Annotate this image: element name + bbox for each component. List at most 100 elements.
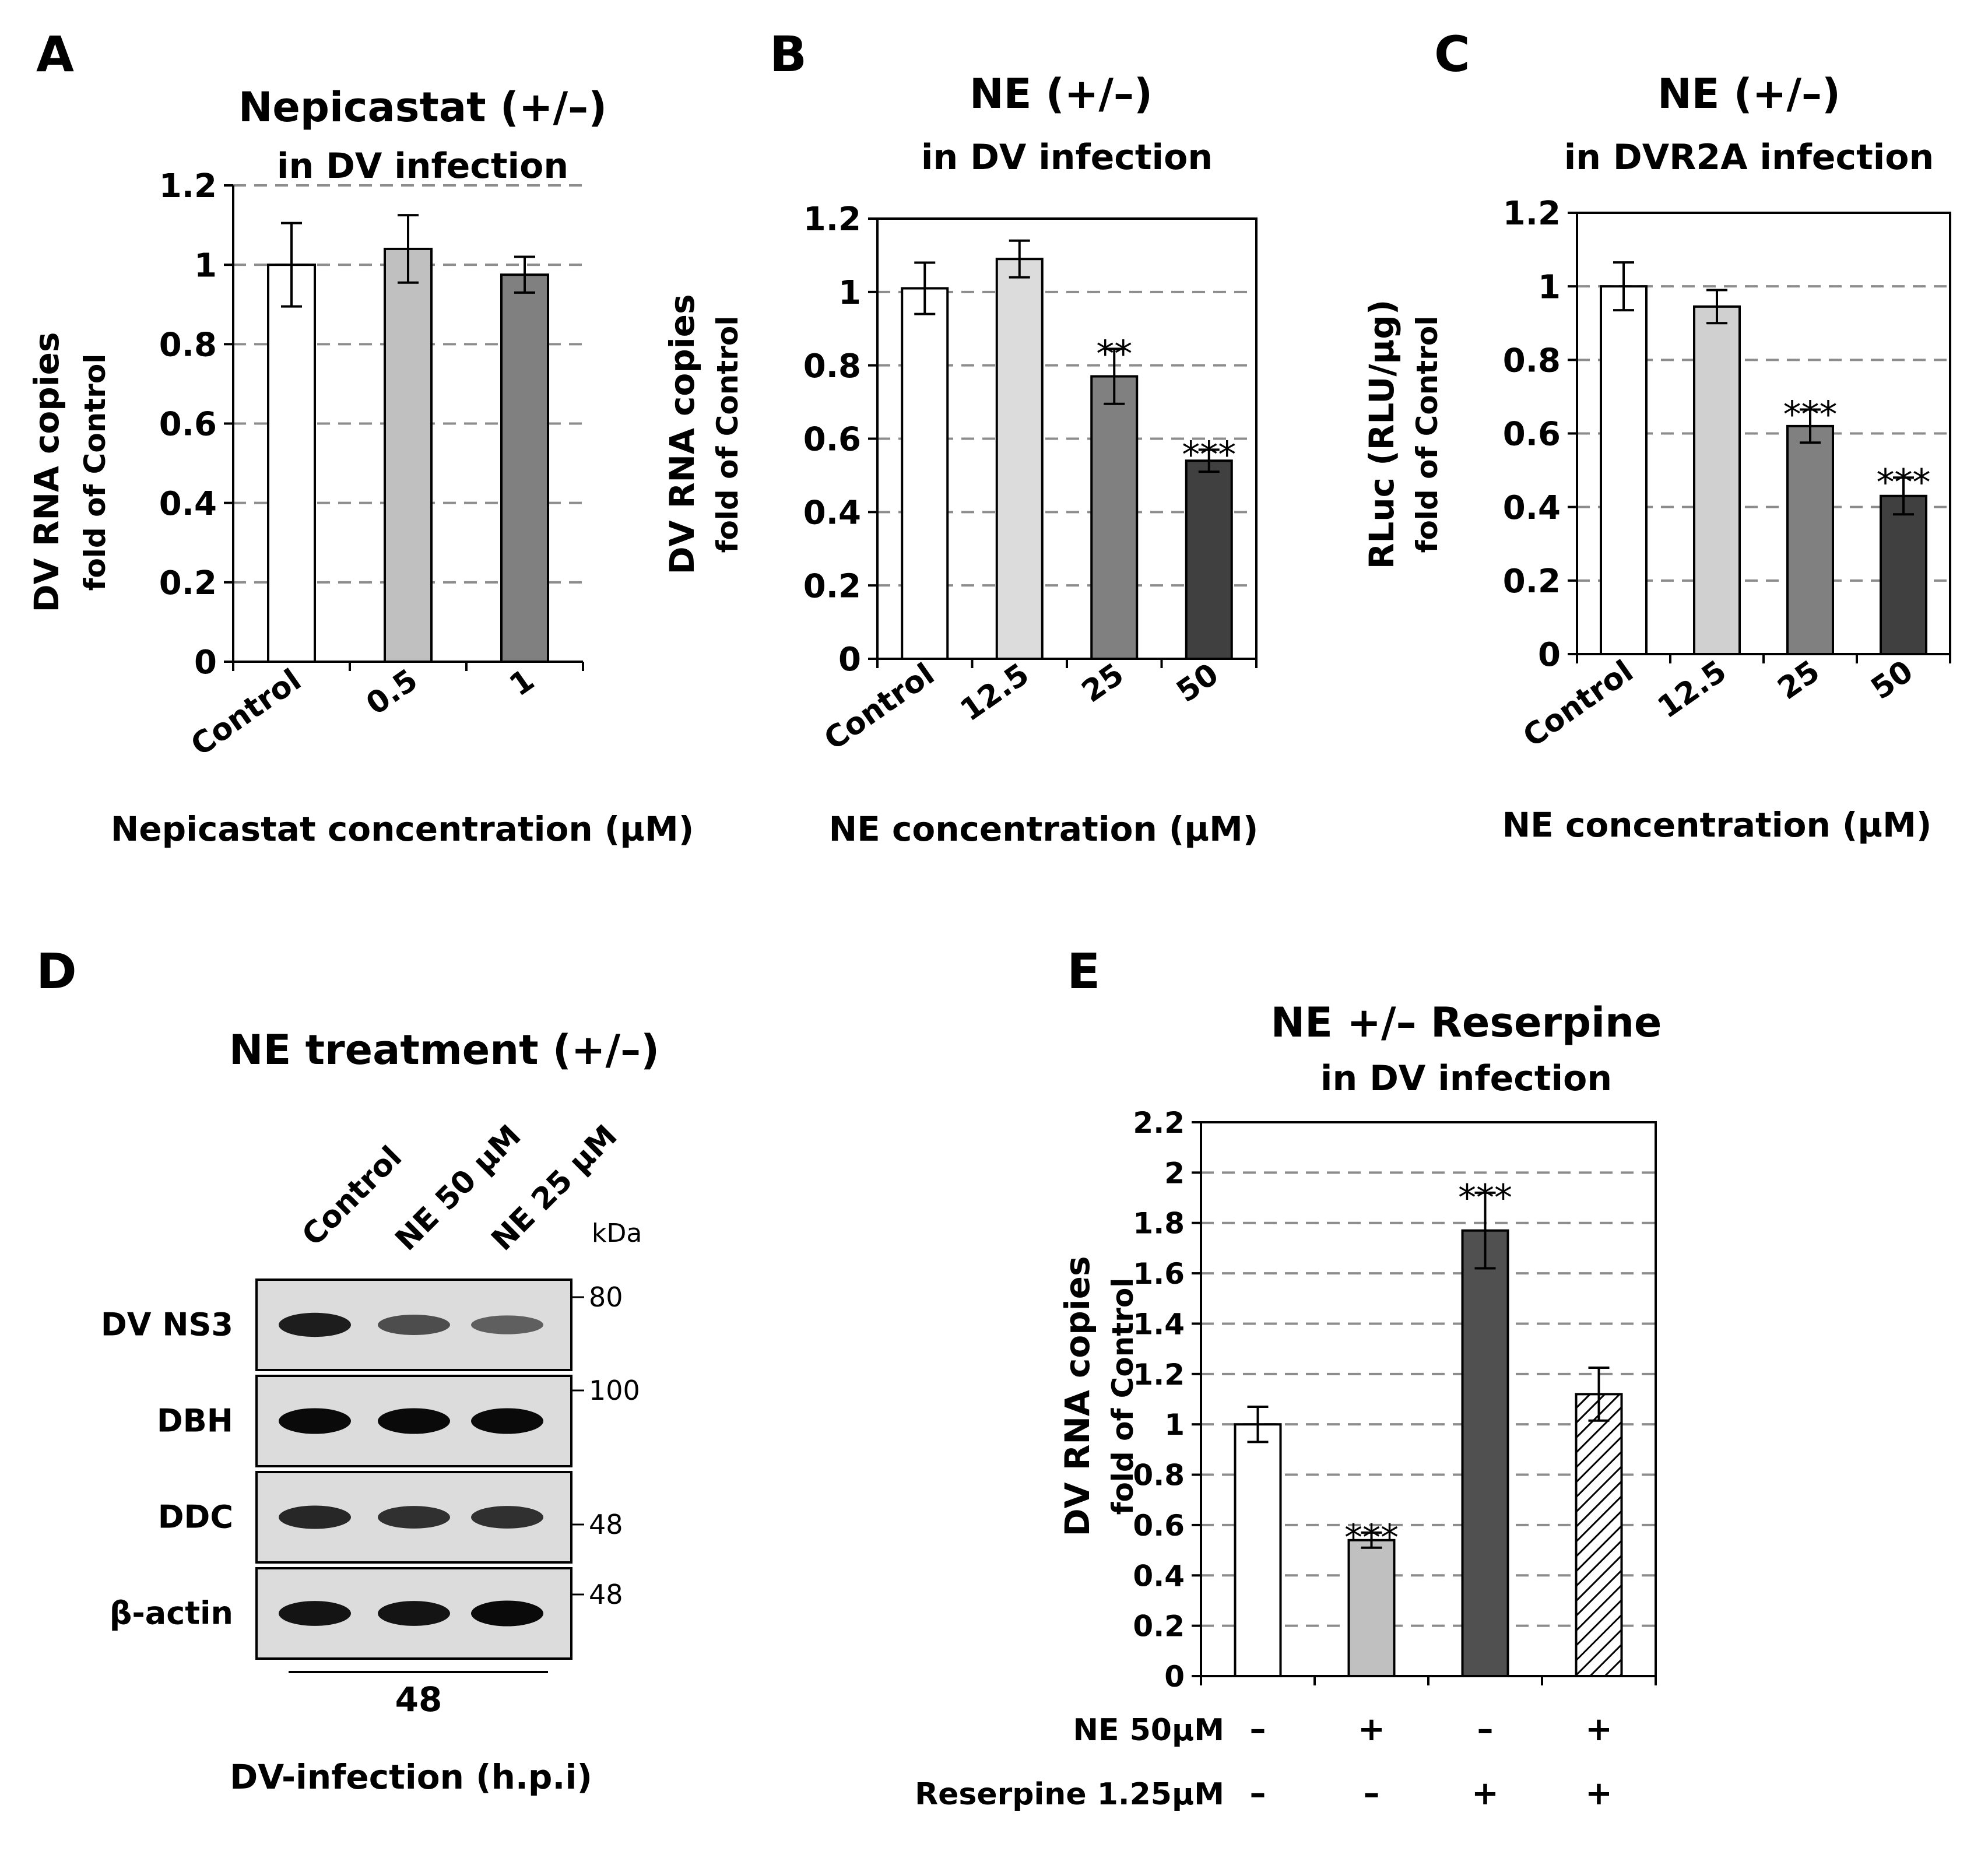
blot-timepoint: 48 <box>395 1680 442 1719</box>
chart-a-category-label: 1 <box>503 662 540 703</box>
chart-a-bar <box>384 247 433 663</box>
chart-e-ytick-label: 1.6 <box>1133 1257 1185 1291</box>
blot-band <box>279 1312 351 1337</box>
chart-b-ytick-label: 0.4 <box>803 494 861 532</box>
chart-e-condition-value: + <box>1585 1710 1613 1748</box>
chart-b-significance: *** <box>1182 433 1236 476</box>
blot-band <box>471 1315 543 1334</box>
chart-b-ytick-label: 1 <box>838 274 861 312</box>
blot-band <box>471 1506 543 1529</box>
chart-c-ytick-label: 0 <box>1538 636 1561 674</box>
chart-e-plot: 0 0.2 0.4 0.6 0.8 1 1.2 1.4 1.6 1.8 2 2.2 *** *** <box>1133 1106 1657 1694</box>
blot-band <box>279 1601 351 1626</box>
blot-kda-label: kDa <box>592 1218 642 1248</box>
chart-e-condition-value: + <box>1471 1775 1499 1813</box>
chart-a: Nepicastat (+/–) in DV infection DV RNA … <box>27 83 694 849</box>
chart-b-title: NE (+/–) <box>970 70 1153 118</box>
chart-e-conditions: NE 50µM – + – +Reserpine 1.25µM – – + + <box>915 1710 1613 1813</box>
chart-e: NE +/– Reserpine in DV infection DV RNA … <box>915 999 1662 1813</box>
blot-band <box>378 1601 450 1626</box>
panel-letter-c: C <box>1434 26 1470 83</box>
chart-b-category-label: Control <box>818 656 941 757</box>
chart-b-ylabel: DV RNA copies <box>662 294 702 575</box>
chart-c-bar <box>1880 494 1927 655</box>
chart-a-category-label: 0.5 <box>360 662 424 722</box>
chart-c-category-label: Control <box>1517 654 1640 754</box>
blot-marker-label: 48 <box>589 1579 623 1610</box>
chart-c-title: NE (+/–) <box>1657 70 1841 118</box>
chart-e-ylabel2: fold of Control <box>1106 1278 1140 1515</box>
chart-c-ytick-label: 0.2 <box>1503 563 1561 600</box>
chart-b-bar <box>1185 459 1233 660</box>
chart-b-ylabel2: fold of Control <box>711 316 744 553</box>
blot-band <box>378 1315 450 1335</box>
chart-a-ytick-label: 0.4 <box>159 485 217 523</box>
chart-c-subtitle: in DVR2A infection <box>1564 137 1934 178</box>
chart-c-category-label: 12.5 <box>1652 654 1733 725</box>
chart-e-ytick-label: 1.8 <box>1133 1207 1185 1241</box>
blot-marker-label: 48 <box>589 1509 623 1540</box>
blot-row-label: DV NS3 <box>101 1306 233 1343</box>
chart-e-bar <box>1461 1229 1509 1678</box>
panel-letter-d: D <box>36 943 77 1000</box>
blot-band <box>279 1408 351 1434</box>
chart-e-ytick-label: 1.2 <box>1133 1358 1185 1392</box>
chart-e-ytick-label: 2.2 <box>1133 1106 1185 1140</box>
western-blot: NE treatment (+/–) Control NE 50 µM NE 2… <box>101 1026 659 1797</box>
chart-e-significance: *** <box>1458 1176 1512 1219</box>
chart-e-significance: *** <box>1344 1516 1399 1559</box>
chart-c-category-label: 25 <box>1772 654 1827 707</box>
chart-b-ytick-label: 1.2 <box>803 201 861 238</box>
chart-c-significance: *** <box>1783 393 1838 435</box>
chart-a-ytick-label: 0.2 <box>159 564 217 602</box>
chart-e-ytick-label: 0.4 <box>1133 1559 1185 1593</box>
chart-e-subtitle: in DV infection <box>1320 1058 1612 1099</box>
chart-b-bar <box>995 258 1044 661</box>
chart-c-ytick-label: 0.6 <box>1503 416 1561 454</box>
chart-c-ylabel: RLuc (RLU/µg) <box>1362 300 1402 570</box>
chart-e-condition-value: – <box>1250 1775 1266 1813</box>
chart-c-ytick-label: 1.2 <box>1503 195 1561 233</box>
chart-a-title: Nepicastat (+/–) <box>238 83 607 131</box>
chart-e-condition-value: – <box>1250 1710 1266 1748</box>
blot-band <box>378 1506 450 1529</box>
chart-b-subtitle: in DV infection <box>921 137 1213 178</box>
blot-band <box>471 1408 543 1434</box>
chart-a-bar <box>267 264 316 663</box>
chart-a-ylabel: DV RNA copies <box>27 332 66 613</box>
panel-letter-e: E <box>1067 943 1100 1000</box>
blot-row-label: DBH <box>157 1403 233 1439</box>
chart-c-plot: 0 0.2 0.4 0.6 0.8 1 1.2 Control 12.5 *** 25 *** 50 <box>1503 195 1951 754</box>
chart-c-ytick-label: 0.4 <box>1503 489 1561 527</box>
blot-row-label: DDC <box>158 1499 233 1536</box>
panel-letter-b: B <box>770 26 807 83</box>
chart-b-significance: ** <box>1096 332 1132 375</box>
chart-e-condition-value: + <box>1585 1775 1613 1813</box>
blot-marker-label: 100 <box>589 1375 640 1406</box>
chart-a-xlabel: Nepicastat concentration (µM) <box>111 809 694 849</box>
chart-c-xlabel: NE concentration (µM) <box>1502 805 1932 845</box>
chart-c-bar <box>1693 305 1741 655</box>
chart-b-category-label: 50 <box>1171 656 1225 710</box>
chart-b-plot: 0 0.2 0.4 0.6 0.8 1 1.2 Control 12.5 ** 25 *** 50 <box>803 201 1258 757</box>
chart-e-condition-label: NE 50µM <box>1073 1713 1224 1748</box>
blot-band <box>279 1505 351 1529</box>
panel-letter-a: A <box>36 26 74 83</box>
chart-e-condition-label: Reserpine 1.25µM <box>915 1777 1224 1812</box>
chart-b: NE (+/–) in DV infection DV RNA copies f… <box>662 70 1258 849</box>
chart-e-ytick-label: 1.4 <box>1133 1307 1185 1341</box>
blot-band <box>471 1600 543 1627</box>
chart-e-bar <box>1575 1393 1623 1677</box>
chart-b-category-label: 12.5 <box>954 656 1036 728</box>
chart-a-ytick-label: 0.6 <box>159 406 217 444</box>
blot-band <box>378 1408 450 1434</box>
chart-c-category-label: 50 <box>1865 654 1920 707</box>
chart-e-bar <box>1347 1539 1396 1677</box>
blot-row-label: β-actin <box>110 1595 233 1632</box>
chart-c-significance: *** <box>1877 461 1931 504</box>
blot-marker-label: 80 <box>589 1281 623 1313</box>
chart-e-condition-value: + <box>1358 1710 1385 1748</box>
chart-e-ytick-label: 0.6 <box>1133 1509 1185 1543</box>
chart-a-bar <box>500 273 549 663</box>
